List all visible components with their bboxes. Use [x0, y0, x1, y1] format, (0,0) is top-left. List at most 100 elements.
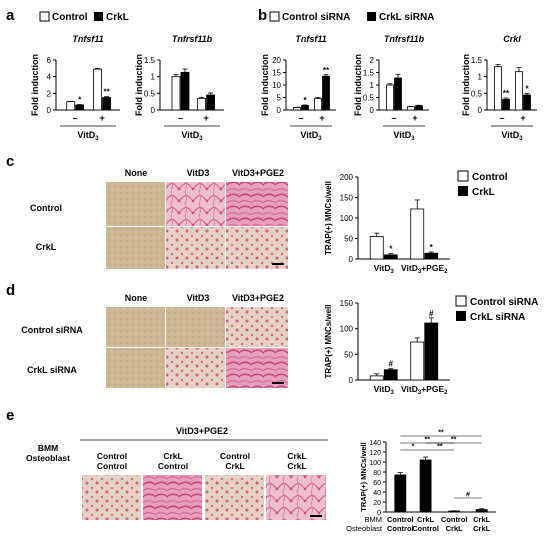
x-tick-label: +	[319, 113, 324, 123]
micrograph-control-sirna-vitd3-pge2	[226, 307, 288, 347]
row-label-bmm: BMM	[365, 515, 383, 524]
legend-swatch-control	[39, 11, 50, 22]
panel-letter-b: b	[258, 7, 267, 24]
y-axis-label: Fold induction	[353, 54, 363, 116]
micrograph-grid-d: None VitD3 VitD3+PGE2 Control siRNA CrkL…	[21, 293, 288, 388]
y-tick-label: 200	[340, 173, 354, 182]
x-axis-label: VitD3	[300, 130, 322, 142]
x-tick-label: +	[203, 113, 208, 123]
y-tick-label: 0	[478, 106, 483, 115]
micrograph-control-vitd3-pge2	[226, 182, 288, 226]
row-label-bmm: BMM	[38, 443, 58, 453]
y-tick-label: 0.5	[363, 94, 375, 103]
y-tick-label: 100	[340, 325, 354, 334]
y-tick-label: 100	[369, 460, 381, 467]
bar	[394, 77, 402, 111]
y-tick-label: 0	[349, 255, 354, 264]
x-tick-label: +	[99, 113, 104, 123]
x-axis-label: VitD3	[501, 130, 523, 142]
row-label-control: Control	[30, 203, 62, 213]
significance-mark: **	[437, 444, 443, 451]
col-label-vitd3-pge2: VitD3+PGE2	[232, 293, 284, 303]
legend-swatch-crkl-sirna	[367, 12, 376, 21]
bar	[515, 71, 523, 111]
legend-label-crkl: CrkL	[472, 187, 495, 198]
bar	[383, 254, 398, 260]
significance-mark: *	[389, 245, 393, 254]
x-tick-label: –	[391, 113, 396, 123]
legend-swatch-control-sirna	[455, 295, 467, 307]
bar	[475, 509, 488, 513]
y-tick-label: 150	[340, 194, 354, 203]
y-axis-label: Fold induction	[461, 54, 471, 116]
micrograph-e4	[266, 475, 326, 520]
significance-mark: *	[78, 96, 82, 105]
y-tick-label: 2	[370, 56, 375, 65]
y-tick-label: 4	[47, 73, 52, 82]
significance-mark: **	[451, 437, 457, 444]
x-tick-label: VitD3	[374, 384, 395, 396]
bar	[301, 105, 309, 111]
y-tick-label: 80	[373, 470, 381, 477]
col-e4-bmm: CrkL	[287, 451, 306, 461]
micrograph-control-vitd3	[166, 182, 225, 226]
y-axis-label: TRAP(+) MNCs/well	[324, 304, 333, 378]
col-e1-bmm: Control	[97, 451, 127, 461]
legend-swatch-crkl	[94, 12, 103, 21]
y-tick-label: 120	[369, 450, 381, 457]
x-tick-label: VitD3+PGE2	[401, 384, 448, 396]
bar	[410, 341, 425, 381]
micrograph-grid-c: None VitD3 VitD3+PGE2 Control CrkL	[30, 168, 288, 269]
bar	[369, 375, 384, 381]
y-tick-label: 0	[47, 106, 52, 115]
chart-d-trap: 0 50 100 150 TRAP(+) MNCs/well VitD3 VitD3+PGE…	[324, 299, 450, 396]
significance-mark: **	[103, 88, 110, 97]
micrograph-e3	[205, 475, 264, 520]
significance-mark: **	[503, 89, 510, 98]
chart-b-tnfrsf11b: 0 0.5 1 1.5 2 Fold induction Tnfrsf11b – + VitD3	[353, 34, 429, 142]
significance-mark: **	[425, 437, 431, 444]
chart-title: Tnfrsf11b	[172, 34, 213, 44]
bar	[424, 322, 439, 381]
x-tick-label-bmm: CrkL	[473, 515, 491, 524]
chart-title: Tnfsf11	[72, 34, 103, 44]
col-label-vitd3-pge2: VitD3+PGE2	[232, 168, 284, 178]
y-tick-label: 140	[369, 440, 381, 447]
bar	[415, 105, 423, 111]
bar	[523, 94, 531, 111]
x-tick-label-osteoblast: Control	[387, 524, 414, 533]
y-tick-label: 0	[277, 106, 282, 115]
significance-mark: #	[429, 309, 434, 318]
row-label-osteoblast: Osteoblast	[346, 524, 383, 533]
col-e3-bmm: Control	[220, 451, 250, 461]
x-tick-label: –	[73, 113, 78, 123]
x-tick-label-osteoblast: Control	[412, 524, 439, 533]
bar	[293, 107, 301, 111]
y-tick-label: 1.5	[144, 56, 156, 65]
legend-c: Control CrkL	[457, 170, 508, 198]
x-axis-label: VitD3	[77, 130, 99, 142]
y-axis-label: TRAP(+) MNCs/well	[359, 442, 368, 511]
micrograph-crkl-vitd3	[166, 227, 225, 269]
significance-mark: #	[466, 492, 470, 499]
y-axis-label: TRAP(+) MNCs/well	[324, 181, 333, 255]
bar	[180, 71, 190, 111]
significance-mark: #	[389, 360, 394, 369]
y-tick-label: 60	[373, 480, 381, 487]
bar	[502, 98, 510, 111]
bar	[314, 98, 322, 111]
x-tick-label: +	[412, 113, 417, 123]
bar	[424, 252, 439, 260]
bar	[206, 94, 215, 111]
x-tick-label-osteoblast: CrkL	[473, 524, 491, 533]
col-label-vitd3: VitD3	[187, 293, 210, 303]
legend-label-control-sirna: Control siRNA	[470, 297, 538, 308]
y-tick-label: 6	[47, 56, 52, 65]
legend-d: Control siRNA CrkL siRNA	[455, 295, 538, 323]
col-label-none: None	[125, 293, 148, 303]
bar	[419, 459, 432, 513]
